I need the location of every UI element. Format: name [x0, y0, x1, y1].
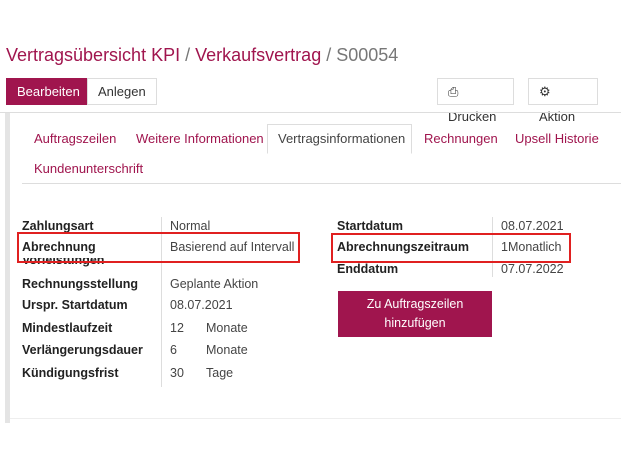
action-button[interactable]: ⚙ Aktion — [528, 78, 598, 124]
breadcrumb-separator: / — [326, 45, 332, 65]
label-kuendigungsfrist: Kündigungsfrist — [22, 366, 119, 380]
printer-icon: ⎙ — [448, 84, 459, 99]
value-urspr-startdatum: 08.07.2021 — [170, 298, 233, 312]
tab-upsell-historie[interactable]: Upsell Historie — [515, 131, 599, 146]
edit-button[interactable]: Bearbeiten — [6, 78, 91, 105]
highlight-box-abrechnung — [17, 232, 300, 263]
value-abrechnung: Basierend auf Intervall — [170, 240, 295, 254]
column-divider — [161, 217, 162, 387]
value-mindestlaufzeit: 12 — [170, 321, 184, 335]
tab-kundenunterschrift[interactable]: Kundenunterschrift — [34, 161, 144, 176]
unit-mindestlaufzeit: Monate — [206, 321, 248, 335]
label-startdatum: Startdatum — [337, 219, 403, 233]
value-abrechnungszeitraum: 1Monatlich — [501, 240, 562, 254]
value-enddatum: 07.07.2022 — [501, 262, 564, 276]
value-kuendigungsfrist: 30 — [170, 366, 184, 380]
unit-verlaengerungsdauer: Monate — [206, 343, 248, 357]
tab-vertragsinformationen[interactable]: Vertragsinformationen — [267, 124, 412, 154]
breadcrumb: Vertragsübersicht KPI / Verkaufsvertrag … — [6, 45, 398, 66]
value-verlaengerungsdauer: 6 — [170, 343, 177, 357]
breadcrumb-link-contract[interactable]: Verkaufsvertrag — [195, 45, 322, 65]
label-abrechnung: Abrechnung — [22, 240, 96, 254]
tab-rechnungen[interactable]: Rechnungen — [424, 131, 498, 146]
print-button[interactable]: ⎙ Drucken — [437, 78, 514, 124]
label-enddatum: Enddatum — [337, 262, 399, 276]
breadcrumb-separator: / — [185, 45, 191, 65]
divider — [0, 112, 621, 113]
value-rechnungsstellung: Geplante Aktion — [170, 277, 259, 291]
label-zahlungsart: Zahlungsart — [22, 219, 94, 233]
create-button[interactable]: Anlegen — [87, 78, 157, 105]
label-urspr-startdatum: Urspr. Startdatum — [22, 298, 128, 312]
unit-kuendigungsfrist: Tage — [206, 366, 234, 380]
value-zahlungsart: Normal — [170, 219, 211, 233]
divider — [10, 418, 621, 419]
label-verlaengerungsdauer: Verlängerungsdauer — [22, 343, 143, 357]
highlight-box-abrechnungszeitraum — [331, 233, 571, 263]
button-label-line: hinzufügen — [384, 316, 446, 330]
button-label-line: Zu Auftragszeilen — [366, 297, 464, 311]
tab-weitere-informationen[interactable]: Weitere Informationen — [136, 131, 264, 146]
breadcrumb-link-kpi[interactable]: Vertragsübersicht KPI — [6, 45, 181, 65]
breadcrumb-current: S00054 — [336, 45, 399, 65]
add-to-order-lines-button[interactable]: Zu Auftragszeilen hinzufügen — [338, 291, 492, 337]
value-startdatum: 08.07.2021 — [501, 219, 564, 233]
label-rechnungsstellung: Rechnungsstellung — [22, 277, 138, 291]
tab-auftragszeilen[interactable]: Auftragszeilen — [34, 131, 117, 146]
label-abrechnungszeitraum: Abrechnungszeitraum — [337, 240, 469, 254]
label-mindestlaufzeit: Mindestlaufzeit — [22, 321, 113, 335]
tab-underline — [22, 183, 621, 184]
column-divider — [492, 217, 493, 277]
sheet-border — [5, 113, 10, 423]
gear-icon: ⚙ — [539, 84, 551, 99]
